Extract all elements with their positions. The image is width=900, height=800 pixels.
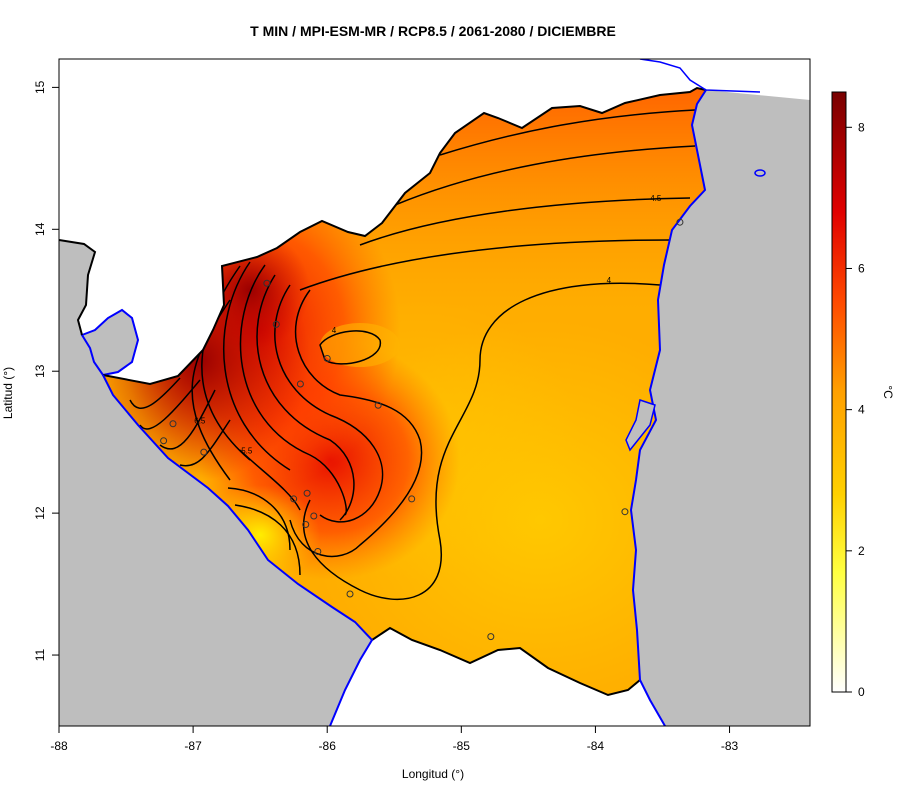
x-axis-label: Longitud (°) — [402, 767, 464, 781]
contour-label: 4 — [332, 326, 337, 335]
map-plot-area: 4.5 4 4 5.5 6.5 — [59, 59, 810, 726]
station-marker — [621, 508, 629, 516]
y-tick-label: 11 — [33, 648, 47, 661]
x-tick-label: -84 — [587, 739, 605, 753]
y-axis: 11 12 13 14 15 — [33, 80, 59, 661]
colorbar-label: °C — [881, 385, 895, 399]
station-marker — [374, 401, 382, 409]
colorbar-ramp — [831, 91, 847, 693]
north-coastline — [639, 59, 761, 93]
caribbean-coastline — [629, 89, 707, 726]
y-tick-label: 14 — [33, 222, 47, 236]
plot-frame — [58, 58, 811, 727]
station-points — [160, 218, 684, 641]
station-marker — [272, 320, 280, 328]
colorbar-tick-label: 0 — [858, 685, 865, 699]
contour-label: 4.5 — [650, 194, 662, 203]
colorbar-ticks: 0 2 4 6 8 — [846, 120, 865, 699]
gulf-fonseca — [80, 308, 140, 377]
chart-title: T MIN / MPI-ESM-MR / RCP8.5 / 2061-2080 … — [250, 23, 616, 39]
honduras-border — [59, 239, 97, 336]
station-marker — [160, 437, 168, 445]
station-marker — [302, 520, 310, 528]
contour-label: 5.5 — [241, 447, 253, 456]
neighbor-land-south — [330, 628, 665, 726]
station-marker — [676, 218, 684, 226]
y-tick-label: 13 — [33, 364, 47, 378]
station-marker — [408, 495, 416, 503]
x-tick-label: -86 — [319, 739, 337, 753]
costa-rica-border — [371, 626, 641, 697]
station-marker — [290, 495, 298, 503]
lagoon — [625, 399, 656, 452]
station-marker — [314, 547, 322, 555]
colorbar: 0 2 4 6 8 °C — [831, 91, 895, 699]
sea-east — [631, 90, 810, 726]
y-axis-label: Latitud (°) — [1, 367, 15, 419]
station-marker — [346, 590, 354, 598]
station-marker — [323, 354, 331, 362]
y-tick-label: 12 — [33, 506, 47, 520]
pacific-coastline — [102, 374, 374, 726]
x-tick-label: -88 — [50, 739, 68, 753]
nicaragua-border — [102, 86, 707, 386]
y-tick-label: 15 — [33, 80, 47, 94]
station-marker — [296, 380, 304, 388]
station-marker — [263, 279, 271, 287]
station-marker — [169, 420, 177, 428]
station-marker — [303, 489, 311, 497]
x-tick-label: -87 — [184, 739, 202, 753]
neighbor-land-north — [59, 59, 810, 384]
station-marker — [487, 633, 495, 641]
colorbar-tick-label: 2 — [858, 544, 865, 558]
contour-label: 4 — [607, 276, 612, 285]
colorbar-tick-label: 4 — [858, 403, 865, 417]
contour-label: 6.5 — [194, 417, 206, 426]
colorbar-tick-label: 6 — [858, 261, 865, 275]
contour-labels: 4.5 4 4 5.5 6.5 — [194, 194, 662, 456]
neighbor-land-west — [59, 240, 372, 726]
station-marker — [310, 512, 318, 520]
x-axis: -88 -87 -86 -85 -84 -83 — [50, 726, 739, 753]
island — [754, 169, 766, 177]
x-tick-label: -85 — [453, 739, 471, 753]
x-tick-label: -83 — [721, 739, 739, 753]
colorbar-tick-label: 8 — [858, 120, 865, 134]
station-marker — [200, 448, 208, 456]
